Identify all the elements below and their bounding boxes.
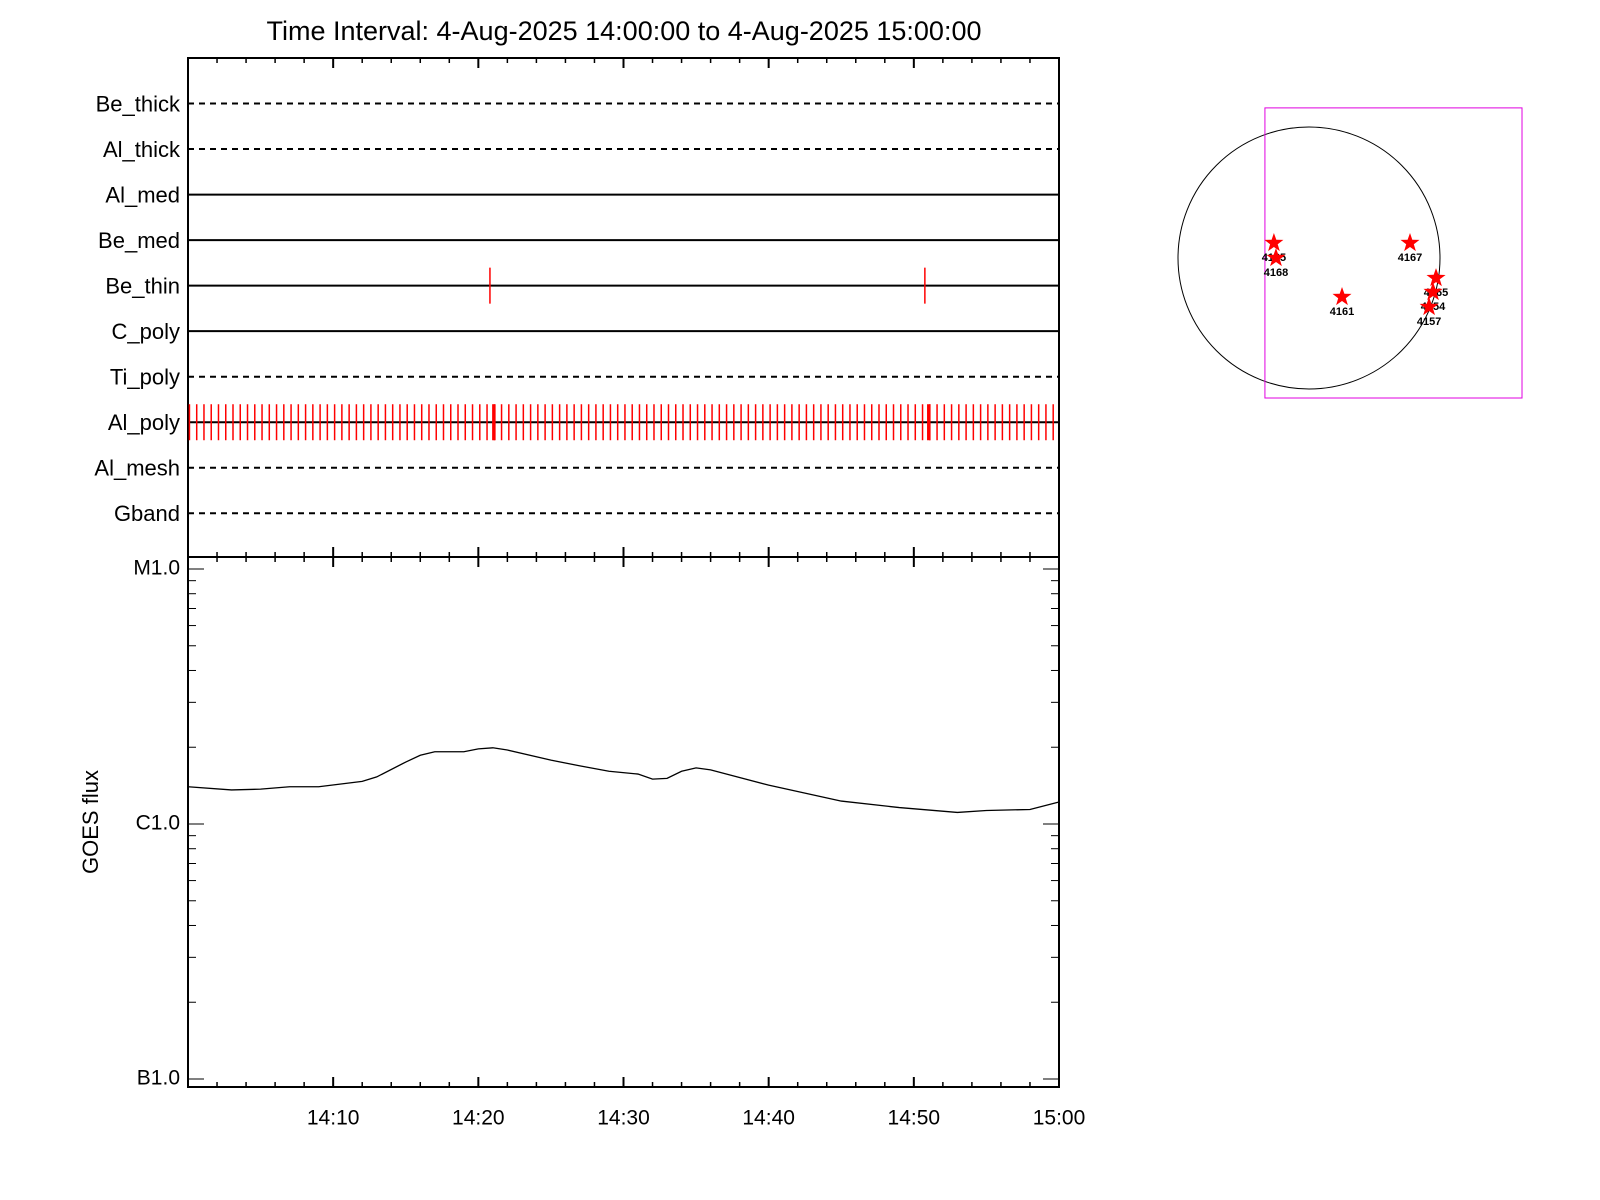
solar-disk [1177,126,1441,390]
row-label: Gband [114,501,180,526]
row-label: Be_med [98,228,180,253]
y-tick-label: M1.0 [133,557,180,580]
row-label: Al_thick [103,137,181,162]
y-tick-label: C1.0 [136,812,180,835]
x-tick-label: 14:10 [307,1107,360,1130]
panel-frame [187,556,1060,1088]
x-tick-label: 14:20 [452,1107,505,1130]
region-star [1423,282,1443,301]
region-star [1426,268,1446,287]
region-label: 4168 [1264,267,1288,279]
y-axis-label: GOES flux [78,770,103,874]
goes-line [187,747,1060,814]
row-label: Al_mesh [94,456,180,481]
x-tick-label: 14:50 [888,1107,941,1130]
row-label: Al_med [105,182,180,207]
y-tick-label: B1.0 [137,1067,180,1090]
x-tick-label: 15:00 [1033,1107,1086,1130]
x-tick-label: 14:30 [597,1107,650,1130]
panel-frame [187,57,1060,558]
chart-title: Time Interval: 4-Aug-2025 14:00:00 to 4-… [267,16,982,46]
region-star [1332,287,1352,306]
row-label: Be_thick [96,91,181,116]
row-label: Be_thin [105,273,180,298]
row-label: Al_poly [108,410,180,435]
region-star [1400,233,1420,252]
region-star [1264,233,1284,252]
region-label: 4157 [1417,316,1441,328]
row-label: C_poly [112,319,180,344]
region-star [1419,297,1439,316]
row-label: Ti_poly [110,365,180,390]
fov-box [1264,107,1523,399]
x-tick-label: 14:40 [742,1107,795,1130]
region-label: 4167 [1398,252,1422,264]
region-label: 4161 [1330,306,1354,318]
region-star [1266,248,1286,267]
